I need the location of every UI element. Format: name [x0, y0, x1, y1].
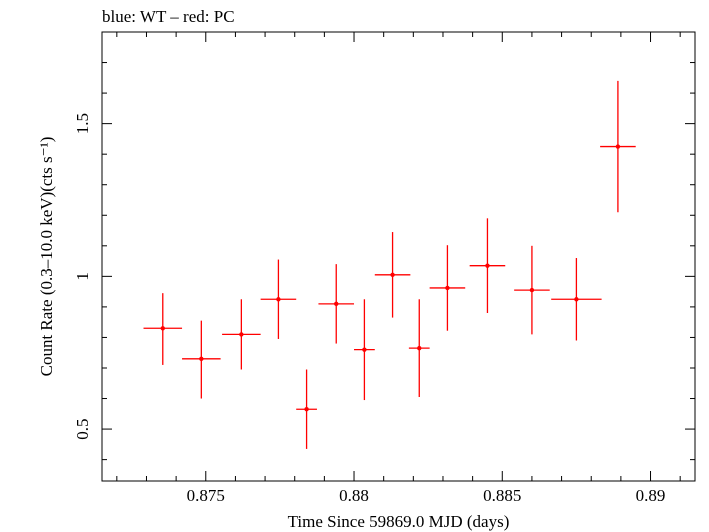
- data-point: [408, 299, 430, 398]
- data-point: [514, 245, 550, 335]
- data-point: [469, 218, 506, 314]
- y-tick-label: 1: [73, 272, 92, 281]
- y-tick-label: 0.5: [73, 418, 92, 439]
- x-tick-label: 0.88: [339, 486, 369, 505]
- data-marker: [304, 407, 309, 412]
- data-point: [374, 232, 411, 318]
- x-tick-label: 0.885: [483, 486, 521, 505]
- data-marker: [239, 332, 244, 337]
- data-point: [143, 293, 183, 365]
- x-tick-label: 0.89: [636, 486, 666, 505]
- data-marker: [445, 285, 450, 291]
- data-marker: [485, 263, 490, 268]
- data-marker: [199, 356, 204, 362]
- data-marker: [574, 297, 579, 302]
- chart-title: blue: WT – red: PC: [102, 7, 235, 26]
- data-marker: [362, 347, 367, 352]
- data-marker: [615, 144, 621, 149]
- data-marker: [529, 287, 535, 293]
- axis-tick-labels: 0.875 0.88 0.885 0.89 0.5 1 1.5: [73, 113, 665, 505]
- data-point: [600, 80, 636, 213]
- data-point: [318, 264, 355, 344]
- data-point: [222, 299, 261, 370]
- plot-frame: [101, 31, 696, 482]
- y-tick-label: 1.5: [73, 113, 92, 134]
- data-point: [354, 299, 375, 401]
- data-point: [260, 259, 297, 339]
- x-tick-label: 0.875: [187, 486, 225, 505]
- data-point: [429, 245, 466, 331]
- y-axis-label: Count Rate (0.3–10.0 keV)(cts s⁻¹): [37, 137, 56, 377]
- data-point: [551, 258, 602, 341]
- x-axis-label: Time Since 59869.0 MJD (days): [288, 512, 510, 531]
- data-marker: [276, 297, 281, 302]
- data-point: [182, 320, 221, 399]
- data-marker: [160, 326, 165, 331]
- data-marker: [390, 272, 395, 278]
- data-point: [296, 369, 317, 449]
- data-marker: [334, 301, 339, 307]
- data-marker: [417, 345, 422, 351]
- axis-ticks: [102, 31, 695, 481]
- data-points: [143, 80, 636, 449]
